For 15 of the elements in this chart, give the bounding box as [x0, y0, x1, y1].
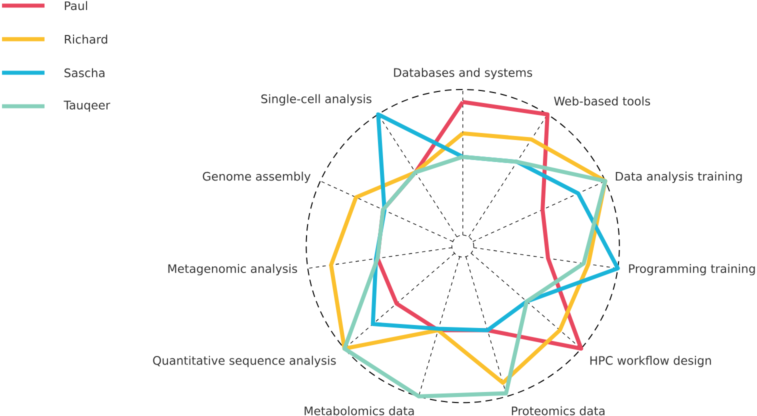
spoke-label: Metagenomic analysis — [168, 264, 298, 276]
spoke-label: HPC workflow design — [590, 356, 711, 367]
spoke-label: Databases and systems — [394, 68, 532, 80]
spoke-label: Metabolomics data — [304, 406, 414, 416]
legend-label: Paul — [64, 0, 88, 10]
legend-label: Richard — [64, 34, 108, 44]
legend-label: Sascha — [64, 68, 104, 78]
spoke-label: Programming training — [629, 264, 755, 276]
legend-label: Tauqeer — [64, 100, 110, 112]
spoke-label: Proteomics data — [512, 406, 604, 416]
spoke-label: Single-cell analysis — [261, 94, 372, 106]
spoke-label: Genome assembly — [202, 171, 311, 183]
spoke-label: Web-based tools — [554, 96, 650, 106]
spoke-label: Data analysis training — [616, 171, 742, 183]
spoke-label: Quantitative sequence analysis — [153, 356, 336, 367]
